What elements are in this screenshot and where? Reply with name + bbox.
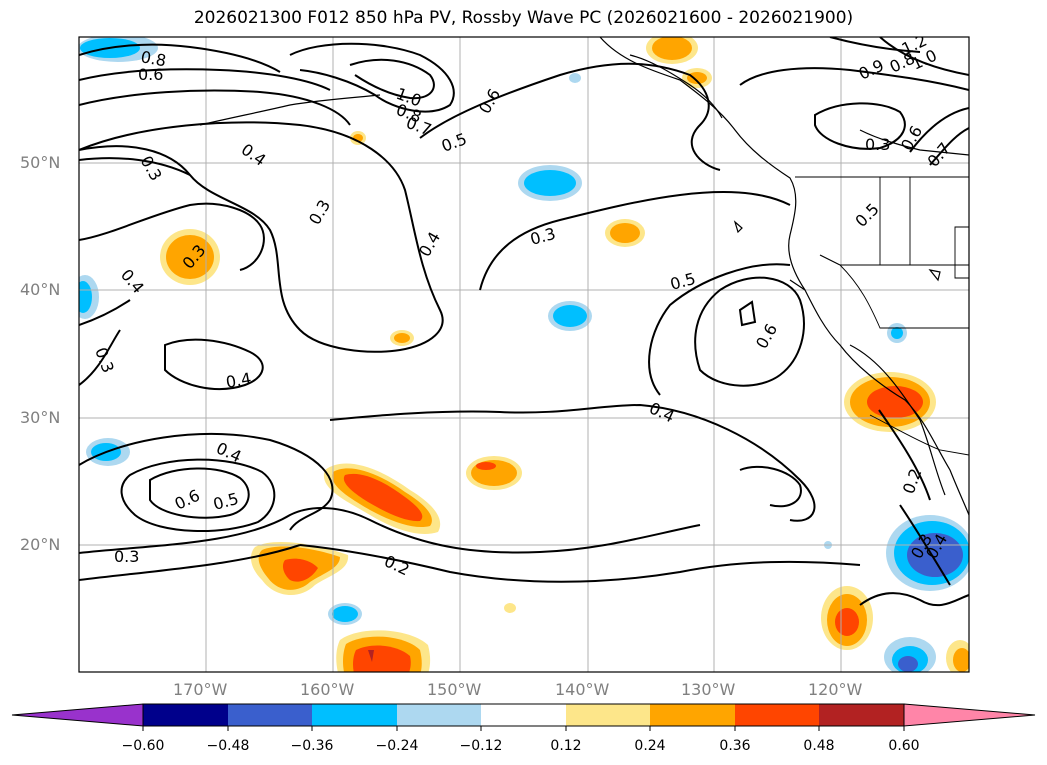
contour-label: 0.4: [224, 369, 252, 392]
colorbar-cell: [819, 704, 904, 726]
colorbar-cell: [397, 704, 481, 726]
gridlines: [79, 37, 969, 672]
political-borders: [795, 176, 969, 456]
colorbar-cell: [481, 704, 566, 726]
colorbar-cell: [11, 703, 144, 727]
plot-area: [79, 37, 969, 672]
colorbar-label: 0.48: [803, 738, 835, 754]
lon-label: 140°W: [555, 680, 610, 699]
colorbar-label: −0.60: [121, 738, 165, 754]
lon-label: 170°W: [173, 680, 228, 699]
positive-anomaly: [160, 37, 969, 672]
lon-label: 160°W: [300, 680, 355, 699]
lat-label: 20°N: [20, 535, 61, 554]
colorbar: [11, 703, 1036, 731]
colorbar-label: −0.12: [459, 738, 503, 754]
map-title: 2026021300 F012 850 hPa PV, Rossby Wave …: [193, 8, 854, 28]
contour-label: 0.8: [139, 47, 167, 70]
lat-label: 50°N: [20, 153, 61, 172]
lon-label: 130°W: [681, 680, 736, 699]
colorbar-label: 0.12: [550, 738, 582, 754]
colorbar-cell: [650, 704, 735, 726]
contour-label: 0.6: [138, 65, 163, 84]
colorbar-cell: [903, 703, 1036, 727]
colorbar-label: −0.24: [375, 738, 419, 754]
colorbar-cell: [143, 704, 228, 726]
colorbar-label: −0.48: [206, 738, 250, 754]
colorbar-frame: [142, 703, 905, 727]
colorbar-label: −0.36: [290, 738, 334, 754]
negative-anomaly: [79, 37, 969, 672]
colorbar-label: 0.36: [719, 738, 751, 754]
colorbar-cell: [312, 704, 397, 726]
colorbar-ticks: [142, 726, 905, 731]
colorbar-cell: [735, 704, 819, 726]
plot-frame: [78, 36, 970, 673]
lat-label: 40°N: [20, 280, 61, 299]
colorbar-label: 0.24: [634, 738, 666, 754]
colorbar-label: 0.60: [888, 738, 920, 754]
lat-label: 30°N: [20, 408, 61, 427]
colorbar-cell: [228, 704, 312, 726]
coastlines: [199, 37, 969, 516]
pv-fill-layer: [79, 37, 969, 672]
lon-label: 120°W: [808, 680, 863, 699]
pv-contours: [79, 37, 969, 607]
lon-label: 150°W: [427, 680, 482, 699]
colorbar-cell: [566, 704, 650, 726]
contour-label: 0.3: [865, 135, 890, 154]
contour-label: 0.3: [114, 547, 139, 566]
